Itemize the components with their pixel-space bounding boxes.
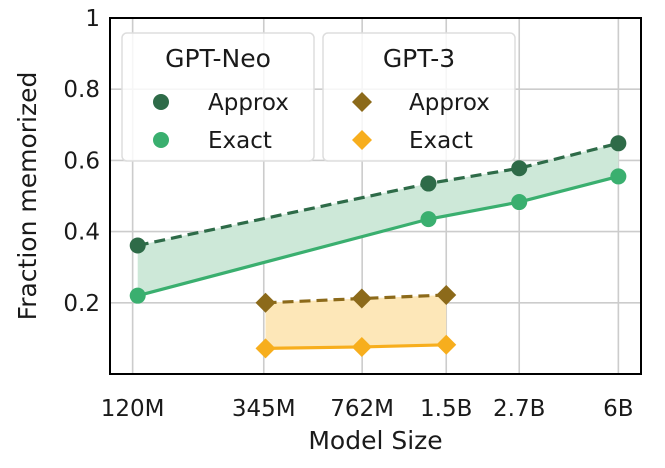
legend-entry-label: Approx: [208, 90, 289, 116]
gpt-neo-approx-point: [420, 175, 437, 192]
legend-box: [121, 32, 315, 162]
gpt-neo-approx-line: [137, 141, 619, 248]
legend-title: GPT-3: [383, 44, 455, 73]
legend-title: GPT-Neo: [165, 44, 271, 73]
gpt-neo-exact-point: [420, 211, 437, 228]
y-tick-label: 0.4: [63, 220, 100, 246]
gpt-neo-approx-point: [511, 160, 528, 177]
y-axis-label: Fraction memorized: [13, 72, 42, 321]
band-gpt-neo: [137, 143, 619, 296]
gpt-3-exact-point: [255, 338, 276, 359]
legend-group-gpt-3: GPT-3 Approx Exact: [322, 32, 516, 162]
y-tick-label: 0.8: [63, 77, 100, 103]
series-markers: [129, 135, 627, 359]
gpt-3-exact-point: [351, 336, 372, 357]
gpt-neo-exact-point: [511, 194, 528, 211]
gpt-3-approx-point: [351, 288, 372, 309]
x-tick-label: 345M: [232, 396, 296, 422]
gpt-neo-exact-point: [129, 287, 146, 304]
x-tick-label: 762M: [330, 396, 394, 422]
x-tick-label: 120M: [101, 396, 165, 422]
legend: GPT-Neo Approx Exact GPT-3 Approx Exact: [121, 32, 516, 162]
shaded-bands: [137, 143, 619, 349]
gpt-3-approx-point: [436, 284, 457, 305]
tick-labels: 120M 345M 762M 1.5B 2.7B 6B 0.2 0.4 0.6 0.8 1: [63, 6, 633, 422]
gpt-3-approx-point: [255, 292, 276, 313]
y-tick-label: 0.6: [63, 148, 100, 174]
x-axis-label: Model Size: [308, 426, 442, 455]
x-tick-label: 6B: [603, 396, 633, 422]
legend-marker: [153, 94, 169, 110]
x-tick-label: 2.7B: [493, 396, 545, 422]
legend-group-gpt-neo: GPT-Neo Approx Exact: [121, 32, 315, 162]
legend-entry-label: Exact: [409, 128, 473, 154]
legend-marker: [153, 132, 169, 148]
plot-frame: [109, 17, 642, 375]
gpt-neo-exact-point: [610, 168, 627, 185]
y-tick-label: 1: [85, 6, 100, 32]
x-tick-label: 1.5B: [420, 396, 472, 422]
legend-marker: [352, 92, 372, 112]
legend-entry-label: Approx: [409, 90, 490, 116]
legend-entry-label: Exact: [208, 128, 272, 154]
legend-box: [322, 32, 516, 162]
gpt-neo-exact-line: [137, 174, 619, 298]
band-gpt-3: [265, 294, 447, 349]
y-tick-label: 0.2: [63, 291, 100, 317]
legend-marker: [352, 130, 372, 150]
gpt-3-exact-point: [436, 334, 457, 355]
gpt-neo-approx-point: [129, 237, 146, 254]
gpt-neo-approx-point: [610, 135, 627, 152]
